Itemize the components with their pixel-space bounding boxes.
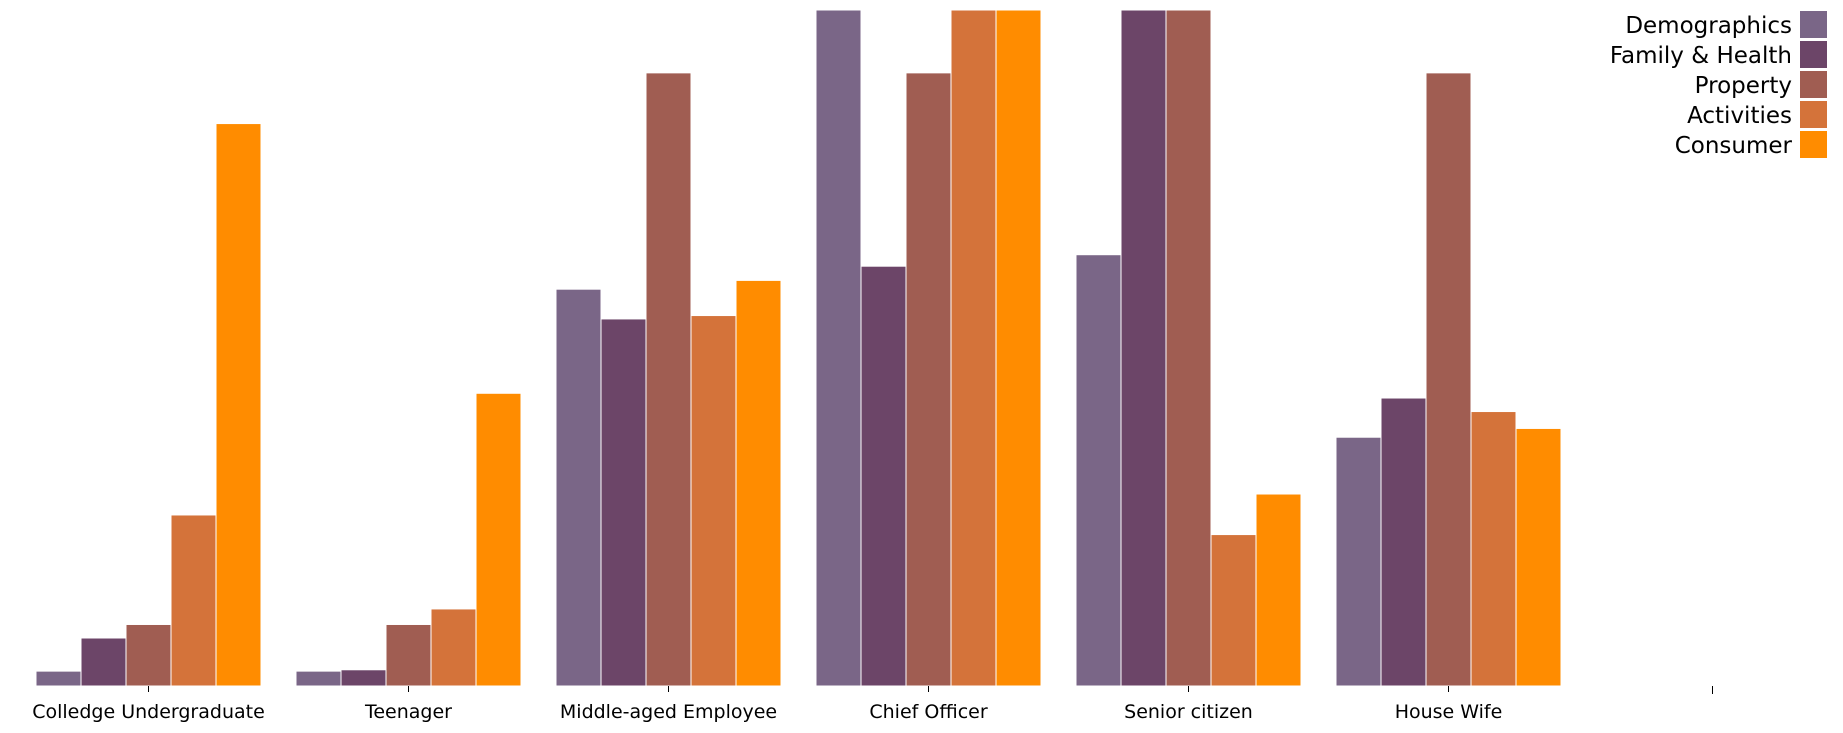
bar-2-6 [1380,397,1427,687]
bar-4-1 [170,514,217,687]
legend: Demographics Family & Health Property Activ… [1610,11,1827,159]
bar-5-6 [1515,427,1562,687]
x-tick-label-1: Colledge Undergraduate [32,701,265,723]
bar-3-5 [1165,9,1212,687]
bar-4-5 [1210,534,1257,687]
legend-swatch-3 [1800,71,1827,98]
bar-2-4 [860,265,907,687]
bar-3-4 [905,72,952,687]
bar-4-3 [690,315,737,687]
bar-4-2 [430,608,477,687]
bar-3-1 [125,623,172,687]
bar-3-6 [1425,72,1472,687]
legend-swatch-5 [1800,131,1827,158]
legend-swatch-2 [1800,41,1827,68]
bar-5-5 [1255,493,1302,687]
legend-label-1: Demographics [1625,13,1792,39]
bar-2-2 [340,669,387,687]
bar-1-3 [555,288,602,687]
bar-3-2 [385,623,432,687]
x-tick-label-2: Teenager [364,701,452,723]
x-tick-label-4: Chief Officer [869,701,987,723]
bar-2-5 [1120,9,1167,687]
bar-1-4 [815,9,862,687]
bar-5-4 [995,9,1042,687]
legend-label-4: Activities [1687,103,1792,129]
bar-1-2 [295,670,342,687]
bar-1-1 [35,670,82,687]
bar-2-1 [80,637,127,687]
x-axis: Colledge Undergraduate Teenager Middle-age… [32,686,1713,723]
bar-5-2 [475,392,522,687]
legend-label-2: Family & Health [1610,43,1792,69]
legend-label-3: Property [1695,73,1792,99]
bar-1-6 [1335,436,1382,687]
bar-3-3 [645,72,692,687]
bar-5-3 [735,279,782,687]
bar-5-1 [215,123,262,687]
bar-1-5 [1075,254,1122,687]
legend-swatch-1 [1800,11,1827,38]
bar-4-6 [1470,411,1517,687]
legend-swatch-4 [1800,101,1827,128]
x-tick-label-3: Middle-aged Employee [560,701,777,723]
bar-4-4 [950,9,997,687]
legend-label-5: Consumer [1675,133,1793,159]
bar-2-3 [600,318,647,687]
x-tick-label-6: House Wife [1395,701,1503,723]
bars-layer [35,9,1562,687]
x-tick-label-5: Senior citizen [1124,701,1253,723]
